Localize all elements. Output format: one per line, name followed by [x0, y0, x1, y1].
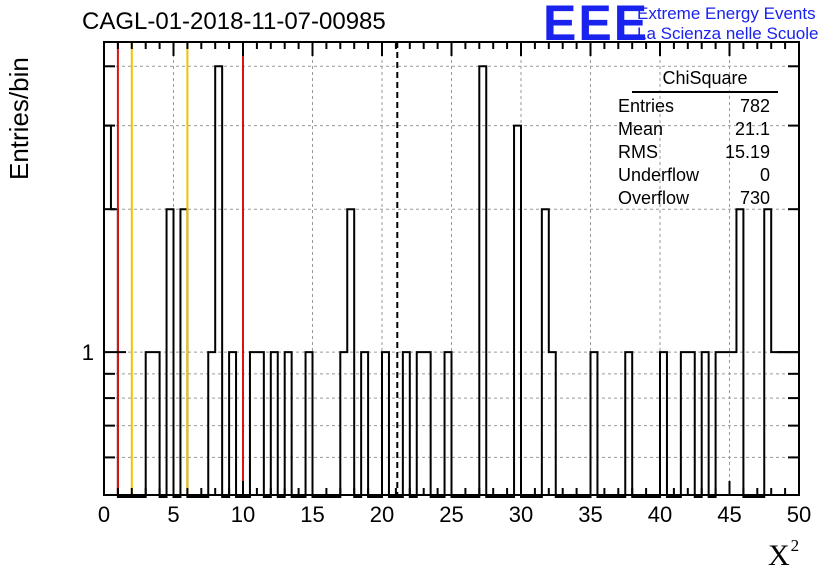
reference-lines-layer	[116, 42, 399, 495]
x-axis-label-base: X	[768, 539, 790, 572]
y-axis-label: Entries/bin	[4, 57, 34, 180]
x-tick-label: 10	[231, 502, 255, 527]
x-tick-label: 5	[167, 502, 179, 527]
stats-row-mean: Mean 21.1	[612, 118, 778, 141]
logo-line-1: Extreme Energy Events	[637, 4, 816, 23]
stats-row-rms: RMS 15.19	[612, 141, 778, 164]
stats-value: 15.19	[724, 142, 770, 162]
stats-label: Overflow	[618, 188, 690, 208]
stats-title: ChiSquare	[632, 68, 778, 93]
x-tick-label: 50	[787, 502, 811, 527]
x-tick-label: 25	[439, 502, 463, 527]
y-tick-label: 1	[82, 340, 94, 365]
stats-label: Underflow	[618, 165, 700, 185]
stats-value: 21.1	[734, 119, 770, 139]
axes-layer: 0 5 10 15 20 25 30 35 40 45 50 1	[82, 41, 811, 527]
logo-line-2: La Scienza nelle Scuole	[637, 24, 819, 43]
x-tick-label: 45	[717, 502, 741, 527]
stats-box: ChiSquare Entries 782 Mean 21.1 RMS 15.19 U…	[612, 68, 778, 210]
stats-row-overflow: Overflow 730	[612, 187, 778, 210]
x-tick-label: 20	[370, 502, 394, 527]
histogram-layer	[104, 65, 799, 498]
plot-title: CAGL-01-2018-11-07-00985	[82, 8, 386, 35]
eee-logo: EEE	[543, 0, 650, 51]
histogram-outline	[104, 65, 799, 498]
x-tick-label: 15	[300, 502, 324, 527]
stats-value: 0	[759, 165, 770, 185]
x-tick-label: 35	[578, 502, 602, 527]
stats-row-underflow: Underflow 0	[612, 164, 778, 187]
stats-value: 730	[739, 188, 770, 208]
x-axis-label-superscript: 2	[790, 536, 800, 555]
stats-value: 782	[739, 96, 770, 116]
stats-label: Mean	[618, 119, 664, 139]
histogram-bin	[215, 66, 222, 495]
histogram-bin	[104, 126, 111, 495]
stats-label: Entries	[618, 96, 675, 116]
stats-row-entries: Entries 782	[612, 95, 778, 118]
x-tick-label: 30	[509, 502, 533, 527]
x-axis-label: X2	[768, 536, 799, 573]
x-tick-label: 0	[98, 502, 110, 527]
x-tick-label: 40	[648, 502, 672, 527]
histogram-bin	[479, 66, 486, 495]
histogram-bin	[514, 126, 521, 495]
stats-label: RMS	[618, 142, 658, 162]
